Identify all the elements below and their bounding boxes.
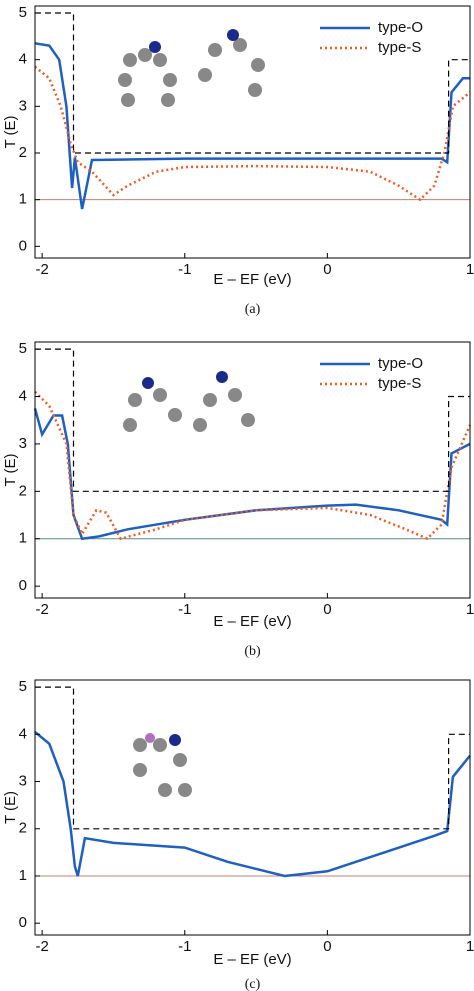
- y-tick-label: 0: [19, 914, 27, 931]
- series-line: [34, 390, 472, 541]
- series-line: [35, 12, 470, 154]
- series-line: [35, 348, 470, 492]
- x-axis-label: E – EF (eV): [213, 271, 291, 288]
- caption: (a): [245, 302, 261, 317]
- y-tick-label: 2: [19, 820, 27, 837]
- y-tick-label: 1: [19, 867, 27, 884]
- plot-frame: [34, 341, 471, 599]
- x-tick-label: 0: [323, 938, 331, 955]
- y-tick-label: 4: [19, 51, 27, 68]
- panel: -2 -1 0 1 0 1 2 3 4 5 E – EF (eV) T (E) (c): [2, 678, 474, 991]
- x-axis-label: E – EF (eV): [213, 951, 291, 968]
- plot-frame: [34, 679, 471, 936]
- x-tick-label: -2: [35, 261, 48, 278]
- caption: (b): [244, 644, 261, 659]
- x-tick-label: -1: [178, 261, 191, 278]
- y-tick-label: 2: [19, 144, 27, 161]
- legend-label: type-S: [378, 375, 421, 392]
- x-axis-label: E – EF (eV): [213, 613, 291, 630]
- x-tick-label: 1: [466, 601, 474, 618]
- x-tick-label: -2: [35, 938, 48, 955]
- legend-label: type-O: [378, 19, 423, 36]
- legend-label: type-O: [378, 355, 423, 372]
- panel: -2 -1 0 1 0 1 2 3 4 5 E – EF (eV) T (E) (b) type-O typ…: [2, 340, 474, 659]
- x-tick-label: 1: [466, 938, 474, 955]
- y-axis-label: T (E): [2, 453, 19, 486]
- y-axis-label: T (E): [2, 791, 19, 824]
- x-tick-label: -2: [35, 601, 48, 618]
- y-tick-label: 5: [19, 4, 27, 21]
- x-tick-label: 1: [466, 261, 474, 278]
- x-tick-label: -1: [178, 938, 191, 955]
- series-line: [34, 65, 471, 202]
- y-tick-label: 4: [19, 725, 27, 742]
- x-tick-label: 0: [323, 261, 331, 278]
- y-tick-label: 5: [19, 678, 27, 695]
- series-line: [33, 408, 471, 541]
- series-line: [34, 42, 470, 210]
- y-tick-label: 5: [19, 340, 27, 357]
- y-axis-label: T (E): [2, 115, 19, 148]
- y-tick-label: 3: [19, 772, 27, 789]
- series-line: [35, 686, 470, 830]
- y-tick-label: 4: [19, 387, 27, 404]
- y-tick-label: 3: [19, 435, 27, 452]
- y-tick-label: 2: [19, 482, 27, 499]
- y-tick-label: 3: [19, 97, 27, 114]
- panel: -2 -1 0 1 0 1 2 3 4 5 E – EF (eV) T (E) (a) type-O typ…: [2, 4, 474, 317]
- y-tick-label: 0: [19, 577, 27, 594]
- caption: (c): [245, 977, 261, 991]
- legend-label: type-S: [378, 39, 421, 56]
- y-tick-label: 1: [19, 191, 27, 208]
- x-tick-label: 0: [323, 601, 331, 618]
- series-line: [34, 730, 471, 878]
- x-tick-label: -1: [178, 601, 191, 618]
- y-tick-label: 0: [19, 237, 27, 254]
- plot-frame: [34, 5, 471, 259]
- molecule-inset: [118, 29, 265, 797]
- y-tick-label: 1: [19, 530, 27, 547]
